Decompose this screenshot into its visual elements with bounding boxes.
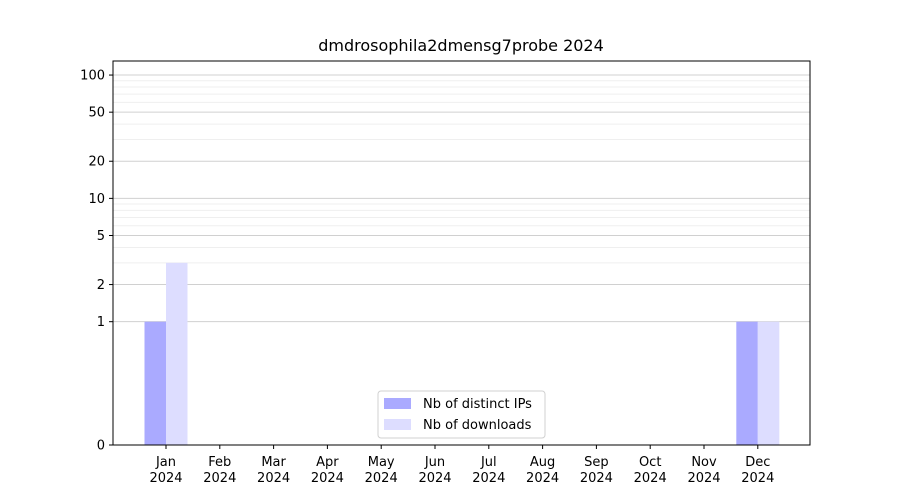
x-tick-label-month: Apr bbox=[316, 455, 339, 470]
legend-swatch bbox=[384, 398, 411, 409]
x-tick-label-month: May bbox=[368, 455, 395, 470]
y-tick-label: 50 bbox=[88, 106, 105, 121]
x-tick-label-year: 2024 bbox=[418, 471, 451, 486]
bars bbox=[144, 262, 780, 445]
x-tick-label-year: 2024 bbox=[257, 471, 290, 486]
x-tick-label-month: Sep bbox=[584, 455, 609, 470]
x-tick-label-month: Jan bbox=[155, 455, 176, 470]
x-tick-label-month: Feb bbox=[208, 455, 231, 470]
x-tick-label-year: 2024 bbox=[526, 471, 559, 486]
y-tick-label: 2 bbox=[97, 278, 105, 293]
y-axis: 0 1 2 5 10 20 50 100 bbox=[80, 69, 113, 454]
x-tick-label-year: 2024 bbox=[687, 471, 720, 486]
x-tick-label-year: 2024 bbox=[365, 471, 398, 486]
bar-downloads bbox=[166, 262, 188, 445]
x-tick-label-month: Dec bbox=[745, 455, 770, 470]
x-tick-label-month: Jun bbox=[424, 455, 445, 470]
legend-label: Nb of downloads bbox=[423, 418, 532, 433]
x-tick-label-month: Nov bbox=[691, 455, 717, 470]
bar-distinct-ips bbox=[736, 321, 758, 445]
legend-label: Nb of distinct IPs bbox=[423, 397, 532, 412]
x-tick-label-month: Mar bbox=[261, 455, 286, 470]
x-axis: Jan2024Feb2024Mar2024Apr2024May2024Jun20… bbox=[149, 445, 774, 486]
x-tick-label-month: Oct bbox=[639, 455, 661, 470]
y-tick-label: 20 bbox=[88, 155, 105, 170]
y-tick-label: 1 bbox=[97, 315, 105, 330]
x-tick-label-year: 2024 bbox=[472, 471, 505, 486]
x-tick-label-year: 2024 bbox=[149, 471, 182, 486]
x-tick-label-month: Aug bbox=[530, 455, 555, 470]
x-tick-label-year: 2024 bbox=[741, 471, 774, 486]
bar-distinct-ips bbox=[144, 321, 166, 445]
bar-downloads bbox=[757, 321, 780, 445]
y-tick-label: 0 bbox=[97, 439, 105, 454]
chart-title: dmdrosophila2dmensg7probe 2024 bbox=[318, 36, 604, 55]
x-tick-label-year: 2024 bbox=[311, 471, 344, 486]
y-tick-label: 10 bbox=[88, 192, 105, 207]
plot-area bbox=[112, 60, 811, 446]
x-tick-label-year: 2024 bbox=[203, 471, 236, 486]
legend: Nb of distinct IPs Nb of downloads bbox=[377, 390, 546, 439]
legend-box bbox=[377, 390, 546, 439]
y-tick-label: 5 bbox=[97, 229, 105, 244]
x-tick-label-month: Jul bbox=[480, 455, 497, 470]
grid bbox=[113, 74, 810, 323]
x-tick-label-year: 2024 bbox=[580, 471, 613, 486]
x-tick-label-year: 2024 bbox=[634, 471, 667, 486]
legend-swatch bbox=[384, 419, 411, 430]
y-tick-label: 100 bbox=[80, 69, 105, 84]
